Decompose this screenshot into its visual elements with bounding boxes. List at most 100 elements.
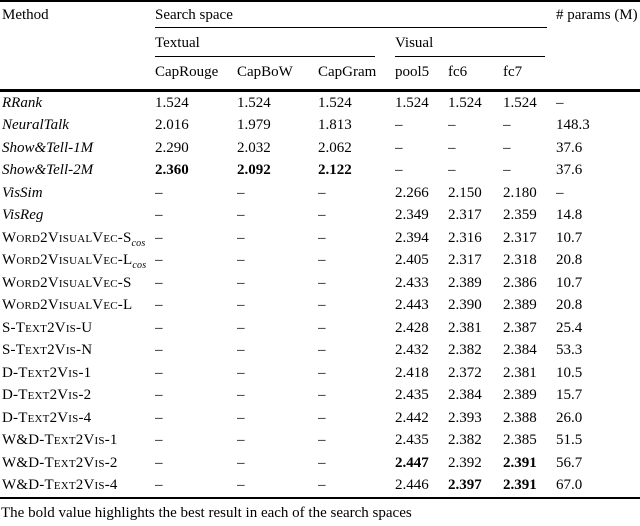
value-cell: – <box>237 297 245 314</box>
value-cell: – <box>395 162 403 179</box>
value-cell: 53.3 <box>556 342 583 359</box>
value-cell: 2.016 <box>155 117 189 134</box>
value-cell: 2.391 <box>503 454 537 471</box>
value-cell: – <box>237 409 245 426</box>
value-cell: – <box>448 117 456 134</box>
method-label: Word2VisualVec-S <box>2 274 132 291</box>
value-cell: – <box>155 364 163 381</box>
value-cell: 2.435 <box>395 432 429 449</box>
header-row-groups: Textual Visual <box>0 28 640 57</box>
value-cell: 2.180 <box>503 184 537 201</box>
table-row: Word2VisualVec-S – – – 2.433 2.389 2.386 10.7 <box>0 272 640 295</box>
value-cell: 10.7 <box>556 274 583 291</box>
value-cell: – <box>237 454 245 471</box>
column-header-capgram: CapGram <box>318 64 377 80</box>
value-cell: – <box>556 184 564 201</box>
value-cell: 2.393 <box>448 409 482 426</box>
value-cell: 2.318 <box>503 252 537 269</box>
column-header-fc6: fc6 <box>448 64 468 80</box>
method-cell: S-Text2Vis-N <box>0 342 155 359</box>
value-cell: 2.317 <box>448 252 482 269</box>
table-row: Show&Tell-1M 2.290 2.032 2.062 – – – 37.6 <box>0 137 640 160</box>
header-visual-group: Visual <box>395 28 545 57</box>
value-cell: 26.0 <box>556 409 583 426</box>
column-header-fc7: fc7 <box>503 64 523 80</box>
value-cell: – <box>318 297 326 314</box>
value-cell: 1.524 <box>503 94 537 111</box>
value-cell: – <box>318 319 326 336</box>
method-cell: W&D-Text2Vis-4 <box>0 477 155 494</box>
column-header-pool5: pool5 <box>395 64 430 80</box>
method-label: Word2VisualVec-L <box>2 252 133 269</box>
value-cell: – <box>237 229 245 246</box>
method-cell: W&D-Text2Vis-1 <box>0 432 155 449</box>
value-cell: 20.8 <box>556 252 583 269</box>
value-cell: – <box>448 162 456 179</box>
column-header-capbow: CapBoW <box>237 64 293 80</box>
method-cell: W&D-Text2Vis-2 <box>0 455 155 472</box>
value-cell: 2.428 <box>395 319 429 336</box>
value-cell: – <box>503 117 511 134</box>
table-row: S-Text2Vis-N – – – 2.432 2.382 2.384 53.3 <box>0 340 640 363</box>
value-cell: – <box>237 207 245 224</box>
method-label: W&D-Text2Vis-4 <box>2 477 118 494</box>
value-cell: – <box>155 409 163 426</box>
value-cell: 2.360 <box>155 162 189 179</box>
value-cell: – <box>237 184 245 201</box>
method-label: S-Text2Vis-N <box>2 342 93 359</box>
value-cell: – <box>318 207 326 224</box>
value-cell: – <box>318 342 326 359</box>
method-cell: Show&Tell-2M <box>0 162 155 179</box>
value-cell: 148.3 <box>556 117 590 134</box>
method-cell: NeuralTalk <box>0 117 155 134</box>
table-footnote: The bold value highlights the best resul… <box>1 505 412 521</box>
value-cell: 37.6 <box>556 162 583 179</box>
method-label: S-Text2Vis-U <box>2 319 93 336</box>
value-cell: 2.349 <box>395 207 429 224</box>
value-cell: – <box>448 139 456 156</box>
value-cell: 2.384 <box>448 387 482 404</box>
value-cell: 1.524 <box>318 94 352 111</box>
header-textual-group: Textual <box>155 28 375 57</box>
method-cell: D-Text2Vis-4 <box>0 410 155 427</box>
method-cell: D-Text2Vis-1 <box>0 365 155 382</box>
table-row: D-Text2Vis-2 – – – 2.435 2.384 2.389 15.7 <box>0 385 640 408</box>
value-cell: 1.524 <box>237 94 271 111</box>
value-cell: – <box>155 184 163 201</box>
value-cell: – <box>318 274 326 291</box>
header-method: Method <box>2 7 49 23</box>
value-cell: – <box>237 432 245 449</box>
table-row: VisSim – – – 2.266 2.150 2.180 – <box>0 182 640 205</box>
table-row: NeuralTalk 2.016 1.979 1.813 – – – 148.3 <box>0 115 640 138</box>
value-cell: 2.316 <box>448 229 482 246</box>
method-label: W&D-Text2Vis-2 <box>2 454 118 471</box>
value-cell: 2.092 <box>237 162 271 179</box>
value-cell: 2.032 <box>237 139 271 156</box>
value-cell: 2.405 <box>395 252 429 269</box>
method-cell: Word2VisualVec-Lcos <box>0 252 155 269</box>
value-cell: – <box>395 117 403 134</box>
value-cell: – <box>237 252 245 269</box>
value-cell: – <box>237 387 245 404</box>
value-cell: – <box>155 319 163 336</box>
method-label: Word2VisualVec-L <box>2 297 133 314</box>
column-header-caprouge: CapRouge <box>155 64 219 80</box>
method-cell: Word2VisualVec-S <box>0 275 155 292</box>
table-row: Word2VisualVec-Scos – – –2.394 2.316 2.317 10.… <box>0 227 640 250</box>
value-cell: – <box>395 139 403 156</box>
value-cell: – <box>318 387 326 404</box>
value-cell: 2.382 <box>448 432 482 449</box>
value-cell: 1.813 <box>318 117 352 134</box>
value-cell: – <box>155 252 163 269</box>
value-cell: – <box>318 252 326 269</box>
value-cell: – <box>155 454 163 471</box>
value-cell: 2.391 <box>503 477 537 494</box>
value-cell: – <box>155 387 163 404</box>
value-cell: 2.122 <box>318 162 352 179</box>
method-label: D-Text2Vis-2 <box>2 387 92 404</box>
value-cell: – <box>318 364 326 381</box>
value-cell: 20.8 <box>556 297 583 314</box>
value-cell: – <box>155 207 163 224</box>
value-cell: 2.389 <box>503 387 537 404</box>
